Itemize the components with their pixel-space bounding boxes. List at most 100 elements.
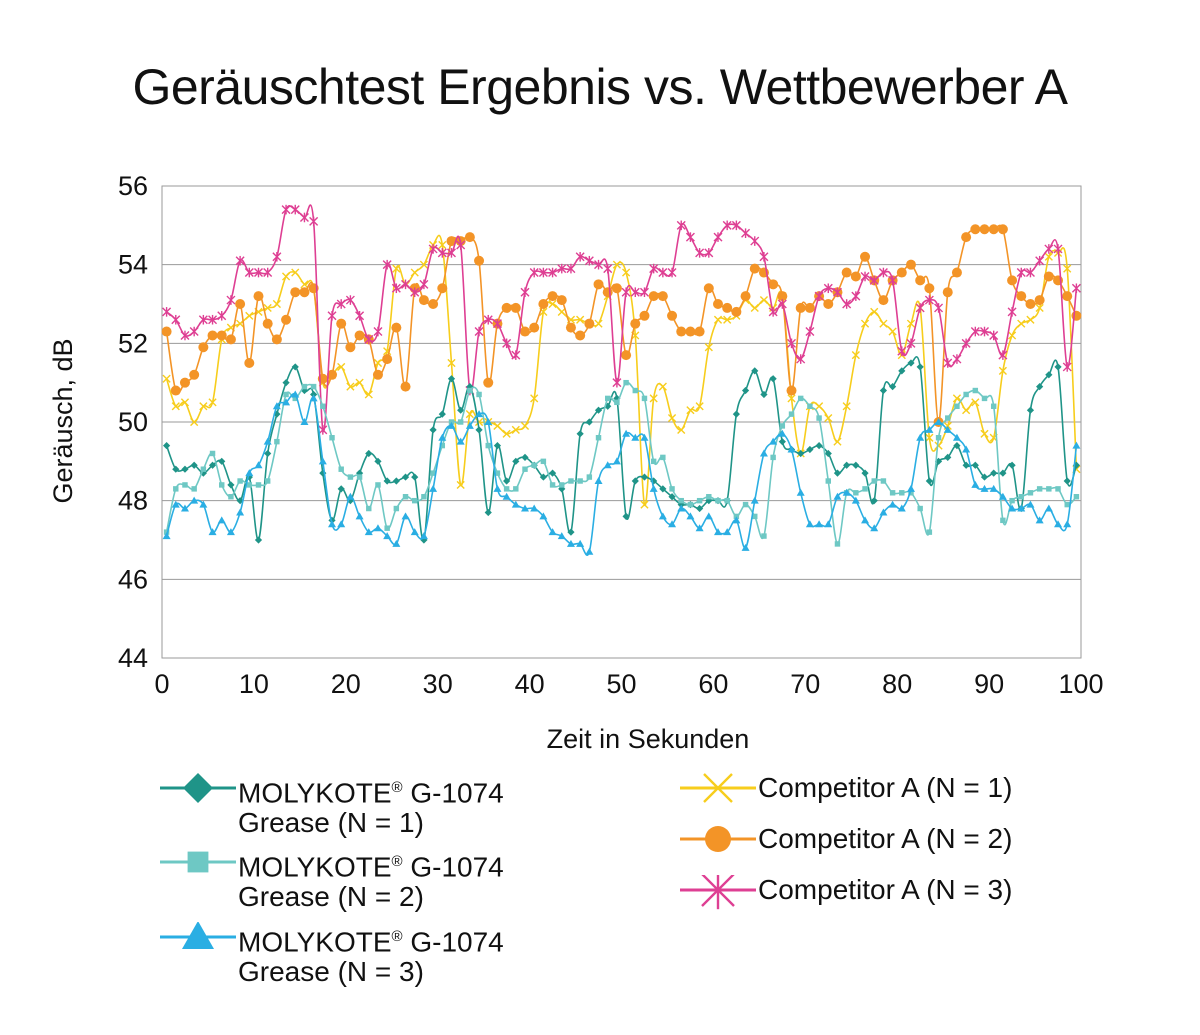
data-point xyxy=(283,391,289,398)
data-point xyxy=(375,482,381,488)
data-point xyxy=(824,449,832,458)
data-point xyxy=(989,484,998,492)
data-point xyxy=(263,303,272,313)
data-point xyxy=(944,453,952,461)
data-point xyxy=(650,458,657,465)
x-stroke xyxy=(906,319,916,328)
data-point xyxy=(237,478,243,484)
data-point xyxy=(272,402,281,410)
x-stroke xyxy=(180,398,190,407)
data-point xyxy=(703,283,714,294)
data-point xyxy=(1007,331,1017,340)
data-point xyxy=(511,500,520,508)
data-point xyxy=(584,255,594,266)
series-6 xyxy=(162,204,1081,435)
data-point xyxy=(669,486,675,492)
data-point xyxy=(860,319,870,328)
data-point xyxy=(521,453,529,461)
data-point xyxy=(897,504,906,512)
series-line xyxy=(165,392,1078,556)
data-point xyxy=(428,244,438,254)
data-point xyxy=(779,423,786,429)
data-point xyxy=(190,417,199,427)
data-point xyxy=(1071,310,1082,321)
data-point xyxy=(657,291,668,302)
x-stroke xyxy=(612,260,621,269)
data-point xyxy=(419,532,428,540)
data-point xyxy=(1063,264,1072,273)
x-stroke xyxy=(622,268,631,277)
data-point xyxy=(805,520,814,528)
data-point xyxy=(189,369,200,380)
x-stroke xyxy=(870,307,879,316)
data-point xyxy=(611,283,622,294)
x-stroke xyxy=(208,398,217,407)
data-point xyxy=(392,264,401,273)
data-point xyxy=(568,478,574,484)
data-point xyxy=(272,252,282,262)
data-point xyxy=(548,469,557,477)
series-3 xyxy=(162,390,1081,556)
data-point xyxy=(825,478,831,484)
data-point xyxy=(364,528,373,536)
x-tick-label: 50 xyxy=(606,669,636,699)
x-stroke xyxy=(1063,264,1072,273)
data-point xyxy=(384,525,390,531)
data-point xyxy=(787,338,797,349)
data-point xyxy=(906,338,916,349)
y-tick-label: 46 xyxy=(118,564,148,594)
data-point xyxy=(658,512,667,520)
data-point xyxy=(502,338,512,349)
data-point xyxy=(575,330,586,341)
data-point xyxy=(401,512,410,520)
data-point xyxy=(722,302,733,313)
data-point xyxy=(263,267,273,278)
x-stroke xyxy=(576,315,585,324)
data-point xyxy=(769,375,777,383)
data-point xyxy=(1026,500,1035,508)
data-point xyxy=(219,482,225,488)
data-point xyxy=(952,354,962,364)
data-point xyxy=(411,473,419,481)
data-point xyxy=(841,267,852,278)
data-point xyxy=(704,512,713,520)
data-point xyxy=(172,465,180,473)
data-point xyxy=(752,513,758,520)
data-point xyxy=(641,395,648,402)
data-point xyxy=(824,413,833,423)
data-point xyxy=(778,438,786,446)
data-point xyxy=(291,268,300,277)
data-point xyxy=(446,236,457,247)
data-point xyxy=(833,469,842,477)
data-point xyxy=(530,394,539,403)
data-point xyxy=(750,236,760,246)
data-point xyxy=(686,512,695,520)
data-point xyxy=(630,318,641,329)
data-point xyxy=(925,425,934,433)
data-point xyxy=(750,496,759,504)
data-point xyxy=(952,394,962,403)
data-point xyxy=(236,508,245,516)
data-point xyxy=(199,469,207,477)
data-point xyxy=(310,383,317,390)
data-point xyxy=(979,224,990,235)
data-point xyxy=(816,415,822,421)
data-point xyxy=(484,508,492,517)
data-point xyxy=(493,442,502,450)
x-stroke xyxy=(1035,303,1044,313)
data-point xyxy=(924,295,934,305)
data-point xyxy=(898,367,906,375)
data-point xyxy=(356,474,363,480)
data-point xyxy=(1016,267,1026,278)
data-point xyxy=(235,255,245,266)
data-point xyxy=(337,520,346,528)
data-point xyxy=(897,346,907,356)
x-stroke xyxy=(640,500,649,509)
data-point xyxy=(492,318,502,329)
data-point xyxy=(860,251,871,262)
data-point xyxy=(824,520,833,528)
x-stroke xyxy=(226,323,236,332)
data-point xyxy=(246,482,253,488)
data-point xyxy=(347,474,354,480)
data-point xyxy=(383,532,392,540)
